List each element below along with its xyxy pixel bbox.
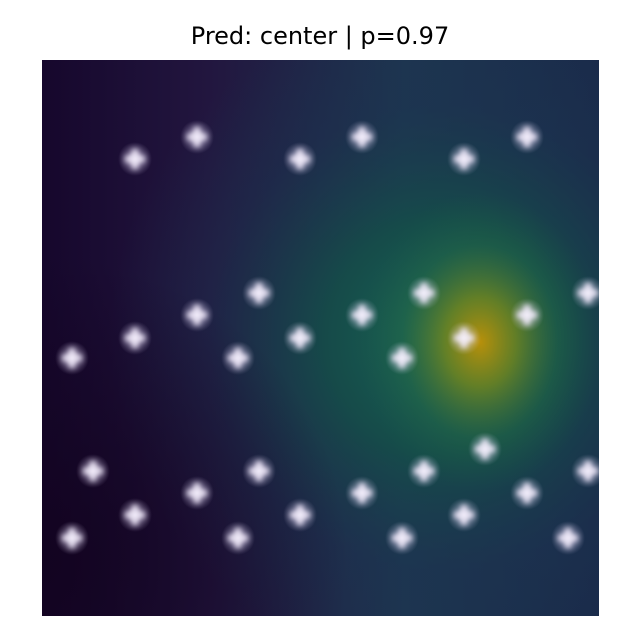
heatmap-canvas — [42, 60, 599, 616]
prediction-title: Pred: center | p=0.97 — [190, 22, 450, 50]
saliency-heatmap — [42, 60, 599, 616]
